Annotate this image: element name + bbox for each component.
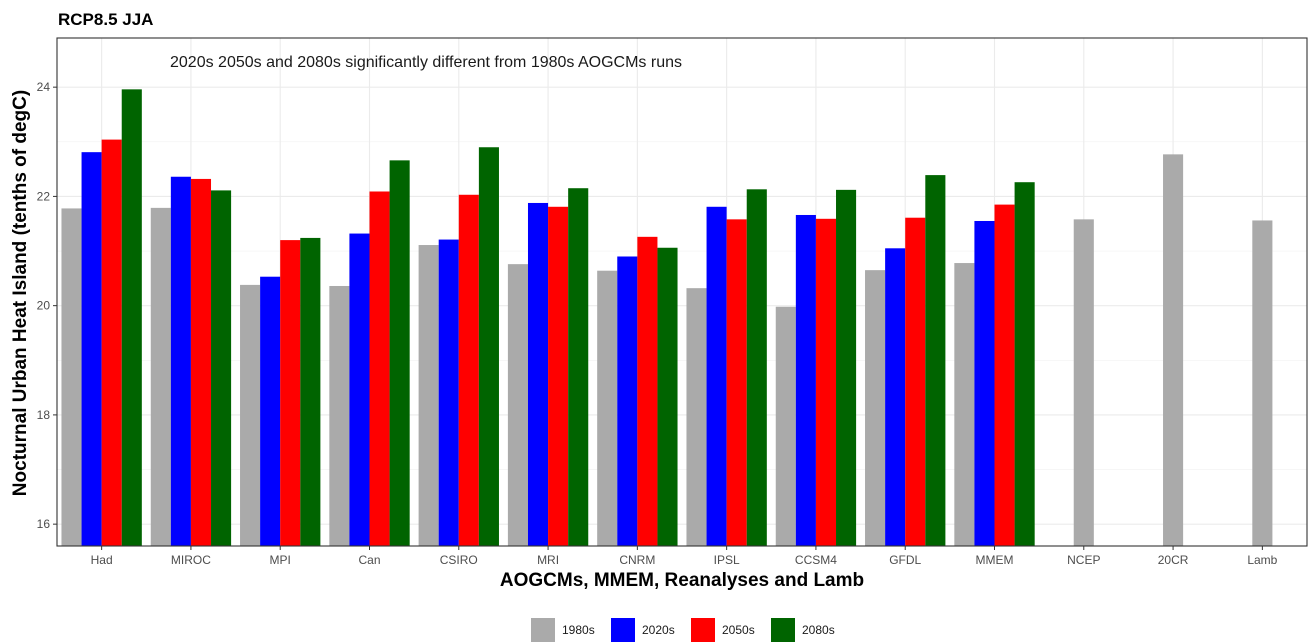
bar-2080s-Can bbox=[389, 160, 410, 546]
bar-2050s-MMEM bbox=[994, 204, 1015, 546]
legend: 1980s 2020s 2050s 2080s bbox=[531, 618, 835, 642]
bar-2080s-CNRM bbox=[657, 247, 678, 547]
x-axis-title: AOGCMs, MMEM, Reanalyses and Lamb bbox=[500, 570, 864, 591]
legend-key-2080s bbox=[771, 618, 795, 642]
bar-2020s-MRI bbox=[527, 202, 549, 546]
bar-1980s-Lamb bbox=[1252, 220, 1273, 547]
bar-2050s-IPSL bbox=[726, 219, 747, 547]
x-tick-label: NCEP bbox=[1067, 553, 1100, 567]
bar-1980s-CSIRO bbox=[418, 245, 439, 546]
bar-1980s-20CR bbox=[1163, 154, 1184, 546]
bar-2020s-MIROC bbox=[170, 176, 191, 546]
bar-2020s-Can bbox=[349, 233, 370, 547]
bar-2080s-CSIRO bbox=[478, 147, 499, 546]
y-tick-label: 20 bbox=[37, 299, 51, 313]
legend-label-1980s: 1980s bbox=[562, 623, 595, 637]
x-tick-label: CCSM4 bbox=[795, 553, 837, 567]
bar-2080s-Had bbox=[121, 89, 142, 546]
bar-2050s-CSIRO bbox=[458, 194, 479, 546]
y-tick-label: 18 bbox=[37, 408, 51, 422]
y-axis-ticks: 16 18 20 22 24 bbox=[37, 80, 57, 531]
x-tick-label: Can bbox=[358, 553, 380, 567]
x-tick-label: MMEM bbox=[976, 553, 1014, 567]
bar-2050s-Had bbox=[101, 139, 122, 546]
x-tick-label: MPI bbox=[270, 553, 291, 567]
bar-2050s-MPI bbox=[280, 240, 301, 546]
legend-label-2080s: 2080s bbox=[802, 623, 835, 637]
x-tick-label: MIROC bbox=[171, 553, 211, 567]
y-axis-title: Nocturnal Urban Heat Island (tenths of d… bbox=[10, 90, 31, 496]
bar-2050s-CNRM bbox=[637, 236, 658, 546]
x-tick-label: CNRM bbox=[619, 553, 655, 567]
bar-2080s-CCSM4 bbox=[836, 189, 857, 546]
chart-title: RCP8.5 JJA bbox=[58, 10, 153, 29]
bar-1980s-Had bbox=[61, 208, 82, 546]
legend-key-2020s bbox=[611, 618, 635, 642]
bar-1980s-CNRM bbox=[597, 270, 618, 546]
bar-2050s-Can bbox=[369, 191, 390, 546]
bars bbox=[61, 89, 1273, 547]
bar-1980s-CCSM4 bbox=[775, 306, 796, 546]
y-tick-label: 22 bbox=[37, 189, 51, 203]
bar-2020s-GFDL bbox=[885, 248, 906, 546]
x-axis-ticks: Had MIROC MPI Can CSIRO MRI CNRM IPSL CCSM4 GFDL M… bbox=[91, 546, 1278, 567]
bar-1980s-MMEM bbox=[954, 263, 975, 546]
y-tick-label: 24 bbox=[37, 80, 51, 94]
plot-panel-border bbox=[56, 37, 1308, 547]
bar-1980s-Can bbox=[329, 285, 350, 546]
bar-2080s-MIROC bbox=[211, 190, 232, 546]
bar-2020s-MMEM bbox=[974, 220, 995, 546]
bar-1980s-MIROC bbox=[150, 207, 171, 546]
x-tick-label: Had bbox=[91, 553, 113, 567]
legend-label-2050s: 2050s bbox=[722, 623, 755, 637]
x-tick-label: IPSL bbox=[714, 553, 740, 567]
legend-key-2050s bbox=[691, 618, 715, 642]
legend-key-1980s bbox=[531, 618, 555, 642]
bar-2020s-MPI bbox=[260, 276, 281, 546]
bar-2050s-GFDL bbox=[905, 217, 926, 546]
x-tick-label: 20CR bbox=[1158, 553, 1189, 567]
bar-2020s-CNRM bbox=[617, 256, 638, 546]
bar-2080s-GFDL bbox=[925, 175, 946, 546]
x-tick-label: MRI bbox=[537, 553, 559, 567]
bar-1980s-MRI bbox=[507, 264, 528, 546]
bar-2020s-CSIRO bbox=[438, 239, 459, 547]
x-tick-label: CSIRO bbox=[440, 553, 478, 567]
bar-2050s-MRI bbox=[548, 206, 569, 546]
bar-1980s-GFDL bbox=[865, 270, 886, 546]
significance-annotation: 2020s 2050s and 2080s significantly diff… bbox=[170, 54, 682, 71]
bar-2050s-MIROC bbox=[190, 178, 212, 547]
y-tick-label: 16 bbox=[37, 517, 51, 531]
bar-2020s-Had bbox=[81, 152, 102, 546]
bar-1980s-NCEP bbox=[1073, 219, 1094, 547]
bar-1980s-MPI bbox=[240, 284, 261, 546]
bar-2050s-CCSM4 bbox=[815, 218, 837, 546]
bar-2080s-IPSL bbox=[746, 189, 767, 546]
bar-2020s-IPSL bbox=[706, 206, 727, 546]
x-tick-label: Lamb bbox=[1247, 553, 1277, 567]
bar-2020s-CCSM4 bbox=[795, 214, 816, 546]
bar-2080s-MRI bbox=[568, 188, 589, 546]
bar-2080s-MPI bbox=[300, 237, 321, 546]
bar-1980s-IPSL bbox=[686, 288, 707, 546]
x-tick-label: GFDL bbox=[889, 553, 921, 567]
legend-label-2020s: 2020s bbox=[642, 623, 675, 637]
bar-2080s-MMEM bbox=[1014, 182, 1035, 546]
